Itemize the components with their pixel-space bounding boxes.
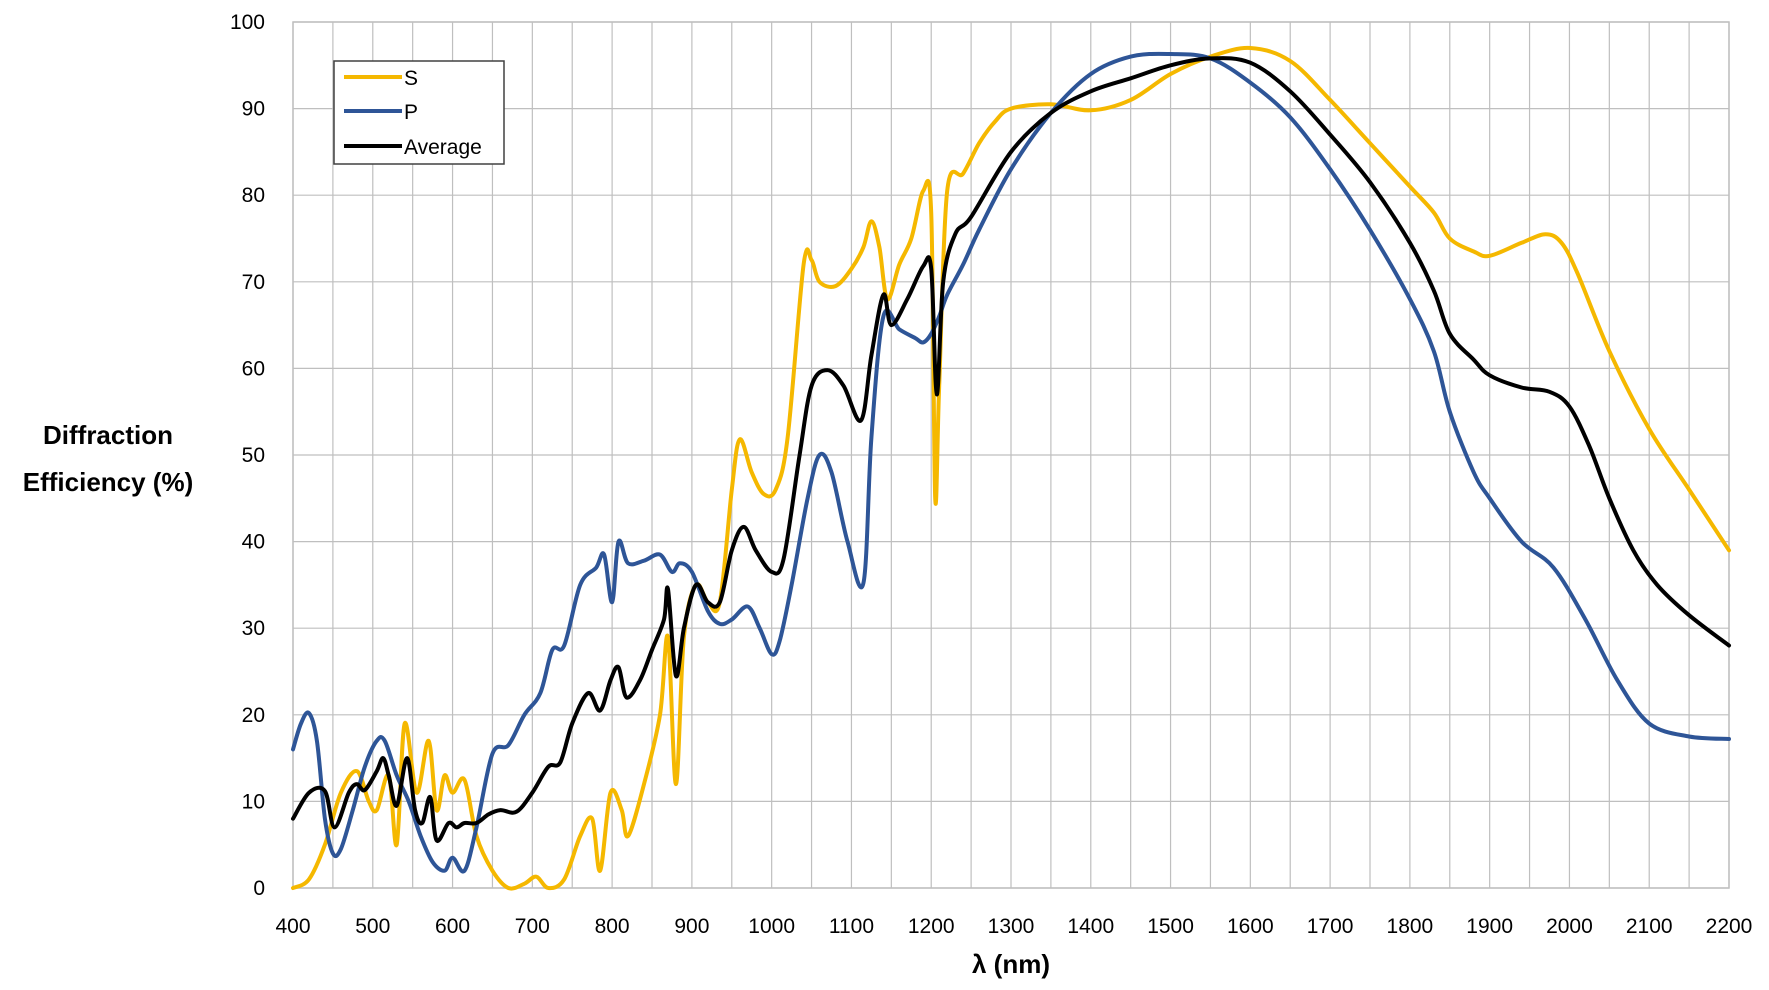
x-tick-label: 400	[275, 915, 310, 938]
x-tick-label: 800	[595, 915, 630, 938]
y-axis-title-line-2: Efficiency (%)	[23, 467, 194, 497]
y-tick-label: 50	[242, 444, 265, 467]
x-tick-label: 1800	[1387, 915, 1434, 938]
x-axis-title: λ (nm)	[972, 949, 1050, 979]
x-tick-label: 2200	[1706, 915, 1753, 938]
x-tick-label: 1300	[988, 915, 1035, 938]
plot-frame	[292, 21, 1730, 889]
x-tick-label: 1500	[1147, 915, 1194, 938]
y-tick-label: 30	[242, 617, 265, 640]
legend-label-p: P	[404, 101, 418, 124]
y-tick-label: 10	[242, 790, 265, 813]
series-line-average	[291, 56, 1731, 843]
legend-label-s: S	[404, 67, 418, 90]
x-axis-tick-labels: 400 500 600 700 800 900 1000 1100 1200 1300 1400 15…	[275, 915, 1752, 938]
y-tick-label: 80	[242, 184, 265, 207]
legend-label-average: Average	[404, 136, 482, 159]
y-axis-title-line-1: Diffraction	[43, 420, 173, 450]
x-tick-label: 1900	[1466, 915, 1513, 938]
x-tick-label: 600	[435, 915, 470, 938]
y-tick-label: 0	[253, 877, 265, 900]
y-axis-tick-labels: 0 10 20 30 40 50 60 70 80 90 100	[230, 11, 265, 900]
x-tick-label: 2100	[1626, 915, 1673, 938]
y-tick-label: 40	[242, 531, 265, 554]
y-tick-label: 90	[242, 98, 265, 121]
x-tick-label: 2000	[1546, 915, 1593, 938]
series-line-s	[291, 45, 1731, 891]
x-tick-label: 1200	[908, 915, 955, 938]
y-tick-label: 60	[242, 357, 265, 380]
x-tick-label: 1400	[1067, 915, 1114, 938]
x-tick-label: 1700	[1307, 915, 1354, 938]
x-tick-label: 900	[674, 915, 709, 938]
y-tick-label: 70	[242, 271, 265, 294]
x-tick-label: 1000	[748, 915, 795, 938]
y-tick-label: 20	[242, 704, 265, 727]
x-tick-label: 1100	[829, 915, 874, 938]
x-tick-label: 700	[515, 915, 550, 938]
series-lines	[291, 45, 1731, 891]
x-tick-label: 500	[355, 915, 390, 938]
series-line-p	[291, 51, 1731, 874]
legend: S P Average	[333, 60, 505, 165]
y-tick-label: 100	[230, 11, 265, 34]
x-tick-label: 1600	[1227, 915, 1274, 938]
